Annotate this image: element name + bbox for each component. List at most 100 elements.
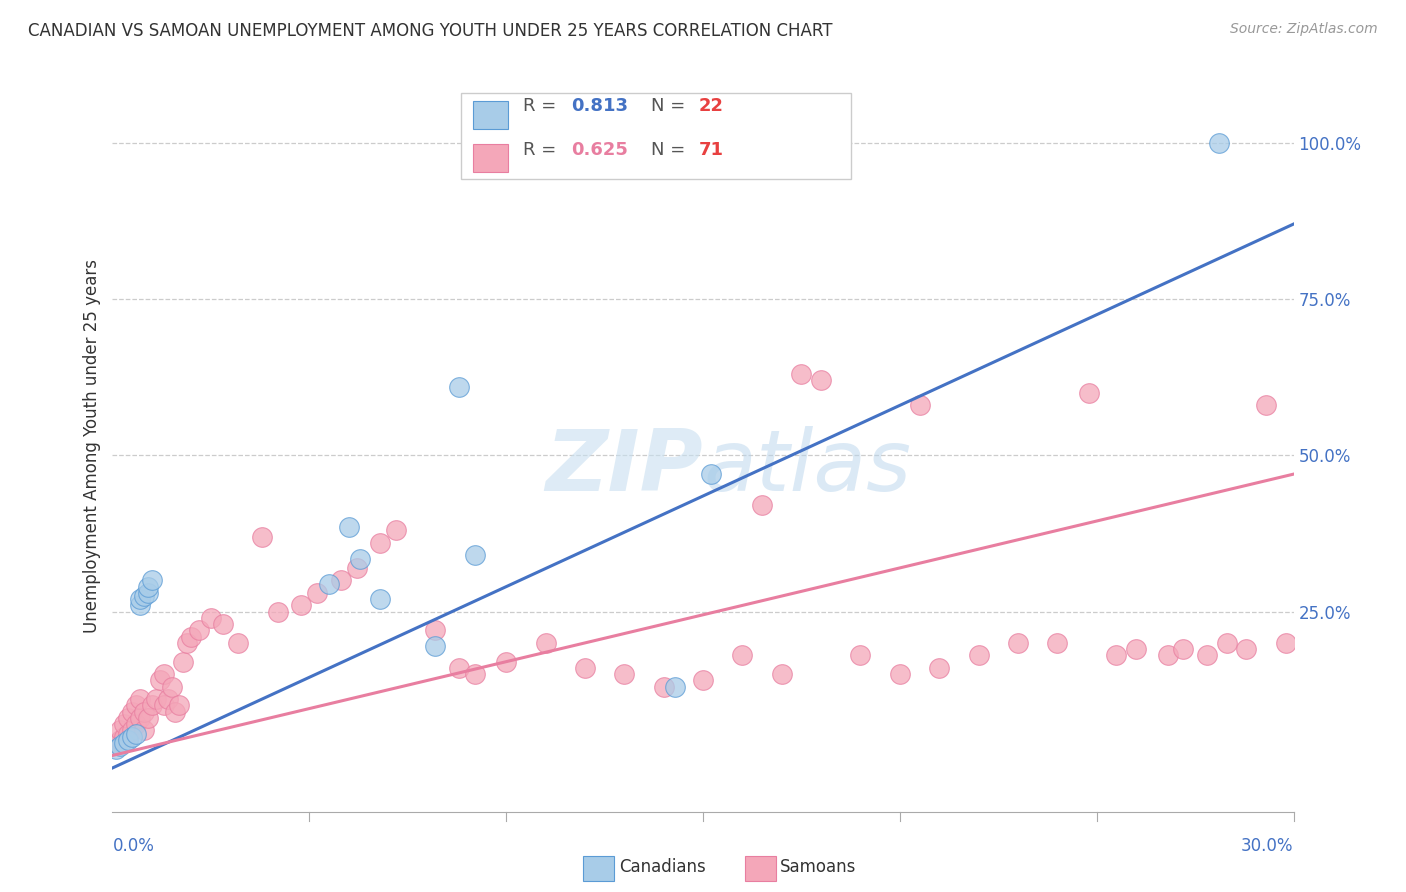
Point bbox=[770, 667, 793, 681]
Point bbox=[228, 636, 250, 650]
Text: 30.0%: 30.0% bbox=[1241, 837, 1294, 855]
Point bbox=[385, 524, 408, 538]
Point bbox=[849, 648, 872, 663]
Point bbox=[751, 499, 773, 513]
Point bbox=[318, 576, 340, 591]
Point bbox=[172, 655, 194, 669]
Text: 0.813: 0.813 bbox=[571, 97, 627, 115]
Point bbox=[1195, 648, 1218, 663]
Point bbox=[810, 373, 832, 387]
Point bbox=[169, 698, 191, 713]
Point bbox=[889, 667, 911, 681]
Point bbox=[1173, 642, 1195, 657]
Text: R =: R = bbox=[523, 97, 562, 115]
Point bbox=[110, 723, 132, 738]
Point bbox=[250, 530, 273, 544]
Point bbox=[110, 739, 132, 753]
Point bbox=[152, 698, 174, 713]
Point bbox=[1215, 636, 1237, 650]
Text: 22: 22 bbox=[699, 97, 723, 115]
Point bbox=[132, 705, 155, 719]
Point bbox=[117, 726, 139, 740]
Point bbox=[307, 586, 329, 600]
Point bbox=[368, 592, 391, 607]
Text: 0.0%: 0.0% bbox=[112, 837, 155, 855]
Point bbox=[110, 732, 132, 747]
Point bbox=[928, 661, 950, 675]
Point bbox=[188, 624, 211, 638]
Point bbox=[700, 467, 723, 482]
Point bbox=[447, 379, 470, 393]
Point bbox=[129, 711, 152, 725]
Point bbox=[425, 639, 447, 653]
Point bbox=[165, 705, 187, 719]
Point bbox=[136, 580, 159, 594]
Point bbox=[790, 367, 813, 381]
Point bbox=[121, 723, 143, 738]
Point bbox=[129, 592, 152, 607]
Point bbox=[211, 617, 233, 632]
Point bbox=[1208, 136, 1230, 150]
Point bbox=[346, 561, 368, 575]
FancyBboxPatch shape bbox=[461, 93, 851, 179]
Point bbox=[176, 636, 198, 650]
Text: Canadians: Canadians bbox=[619, 858, 706, 876]
Point bbox=[329, 574, 352, 588]
Point bbox=[145, 692, 167, 706]
Point bbox=[447, 661, 470, 675]
Point bbox=[149, 673, 172, 688]
Point bbox=[200, 611, 222, 625]
Text: R =: R = bbox=[523, 141, 562, 159]
Text: Source: ZipAtlas.com: Source: ZipAtlas.com bbox=[1230, 22, 1378, 37]
Point bbox=[1156, 648, 1178, 663]
Point bbox=[1125, 642, 1147, 657]
Point bbox=[1105, 648, 1128, 663]
FancyBboxPatch shape bbox=[472, 145, 508, 172]
Point bbox=[132, 723, 155, 738]
Point bbox=[1007, 636, 1029, 650]
Point bbox=[1274, 636, 1296, 650]
Point bbox=[112, 730, 135, 744]
Point bbox=[337, 520, 360, 534]
Text: ZIP: ZIP bbox=[546, 426, 703, 509]
Text: N =: N = bbox=[651, 141, 690, 159]
Point bbox=[125, 698, 148, 713]
Text: CANADIAN VS SAMOAN UNEMPLOYMENT AMONG YOUTH UNDER 25 YEARS CORRELATION CHART: CANADIAN VS SAMOAN UNEMPLOYMENT AMONG YO… bbox=[28, 22, 832, 40]
Point bbox=[180, 630, 202, 644]
Point bbox=[1254, 398, 1277, 412]
Text: Samoans: Samoans bbox=[780, 858, 856, 876]
Point bbox=[464, 667, 486, 681]
Point bbox=[967, 648, 990, 663]
Point bbox=[1234, 642, 1257, 657]
Point bbox=[425, 624, 447, 638]
Point bbox=[290, 599, 312, 613]
Point bbox=[125, 717, 148, 731]
Point bbox=[908, 398, 931, 412]
Point bbox=[495, 655, 517, 669]
Point bbox=[112, 717, 135, 731]
Point bbox=[141, 574, 163, 588]
Point bbox=[652, 680, 675, 694]
Point bbox=[105, 742, 128, 756]
Point bbox=[125, 726, 148, 740]
Point bbox=[613, 667, 636, 681]
Point bbox=[464, 549, 486, 563]
Point bbox=[136, 586, 159, 600]
Point bbox=[132, 589, 155, 603]
Point bbox=[160, 680, 183, 694]
Text: 0.625: 0.625 bbox=[571, 141, 627, 159]
FancyBboxPatch shape bbox=[472, 102, 508, 129]
Text: 71: 71 bbox=[699, 141, 723, 159]
Point bbox=[1077, 385, 1099, 400]
Point bbox=[267, 605, 290, 619]
Point bbox=[112, 736, 135, 750]
Point bbox=[105, 736, 128, 750]
Y-axis label: Unemployment Among Youth under 25 years: Unemployment Among Youth under 25 years bbox=[83, 259, 101, 633]
Point bbox=[121, 730, 143, 744]
Point bbox=[129, 599, 152, 613]
Point bbox=[692, 673, 714, 688]
Point bbox=[121, 705, 143, 719]
Point bbox=[368, 536, 391, 550]
Text: atlas: atlas bbox=[703, 426, 911, 509]
Point bbox=[1046, 636, 1069, 650]
